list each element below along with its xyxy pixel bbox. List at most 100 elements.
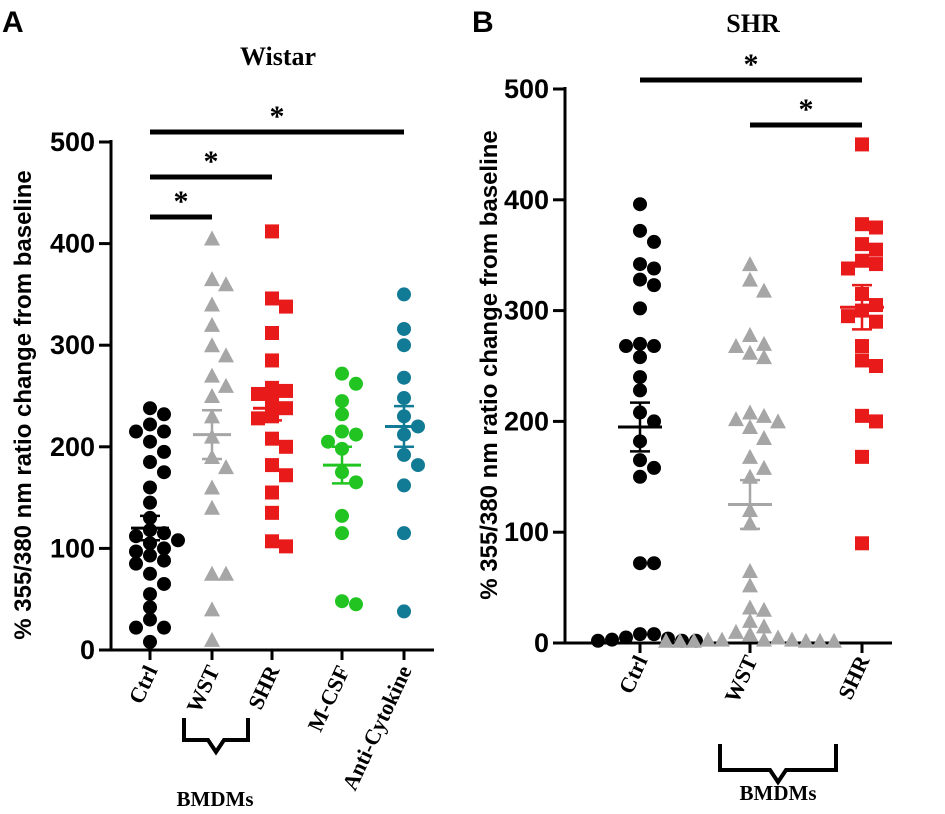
panel-a-shr-point-1 (265, 291, 279, 306)
panel-b-wst-point-8 (742, 404, 758, 420)
panel-b-group-label: BMDMs (740, 781, 817, 805)
panel-b-title: SHR (726, 9, 780, 38)
panel-b-shr-point-16 (855, 408, 869, 423)
panel-a-anti-cytokine-point-10 (397, 478, 411, 493)
panel-a-shr-point-4 (265, 353, 279, 368)
panel-a-ctrl-point-15 (171, 533, 185, 548)
panel-b-shr-point-2 (869, 220, 883, 235)
panel-a-significance-star-1: * (204, 145, 219, 178)
panel-a-m-csf-point-13 (349, 597, 363, 612)
panel-b-shr-point-4 (869, 242, 883, 257)
panel-b-wst-point-24 (756, 618, 772, 634)
panel-a-wst-point-3 (204, 296, 220, 312)
panel-a-m-csf-point-12 (335, 594, 349, 609)
panel-b-ctrl-point-5 (633, 272, 647, 287)
panel-a-shr-point-11 (251, 411, 265, 426)
panel-b-shr-point-14 (855, 353, 869, 368)
panel-a-anti-cytokine-point-1 (397, 321, 411, 336)
panel-b-wst-point-19 (742, 562, 758, 578)
panel-a-shr-point-17 (265, 505, 279, 520)
panel-b-wst-point-32 (798, 632, 814, 648)
panel-a-anti-cytokine-point-2 (397, 338, 411, 353)
panel-a-shr-point-12 (265, 431, 279, 446)
panel-a-shr-point-19 (279, 539, 293, 554)
panel-a-m-csf-point-2 (335, 394, 349, 409)
panel-b-y-tick-label-400: 400 (504, 185, 549, 215)
panel-b-shr-point-18 (855, 449, 869, 464)
panel-b-category-label-wst: WST (719, 651, 762, 706)
panel-a-anti-cytokine-point-4 (397, 391, 411, 406)
panel-a-wst-point-19 (204, 631, 220, 647)
panel-b-ctrl-point-1 (633, 223, 647, 238)
panel-a-ctrl-point-4 (129, 424, 143, 439)
panel-b-wst-point-1 (742, 271, 758, 287)
panel-b-wst-point-33 (686, 632, 702, 648)
panel-a-wst-point-8 (218, 377, 234, 393)
panel-a-y-tick-label-100: 100 (50, 533, 95, 563)
panel-b-shr-point-15 (869, 359, 883, 373)
panel-a-title: Wistar (240, 42, 316, 71)
panel-a-wst-point-13 (218, 459, 234, 475)
panel-b-ctrl-series (591, 197, 703, 648)
panel-b-shr-point-17 (869, 414, 883, 429)
panel-a-ctrl-point-21 (129, 556, 143, 571)
panel-a-y-tick-label-500: 500 (50, 127, 95, 157)
panel-b-ctrl-point-18 (647, 460, 661, 475)
panel-a-shr-point-16 (265, 485, 279, 500)
panel-b-wst-point-35 (672, 632, 688, 648)
panel-a-m-csf-point-3 (335, 407, 349, 422)
panel-b-wst-point-5 (728, 338, 744, 354)
panel-a-wst-point-18 (204, 601, 220, 617)
panel-b-wst-point-21 (742, 599, 758, 615)
panel-b-shr-point-6 (869, 257, 883, 272)
panel-a-category-label-wst: WST (181, 661, 224, 716)
panel-b-shr-point-1 (855, 217, 869, 232)
panel-b-shr-point-11 (841, 309, 855, 324)
panel-b-ctrl-point-20 (633, 556, 647, 571)
panel-b-shr-point-12 (869, 314, 883, 329)
panel-a-anti-cytokine-point-12 (397, 604, 411, 619)
panel-b-plot: 0 100 200 300 400 500 Ctrl WST SHR * * (504, 48, 892, 786)
panel-b-ctrl-point-28 (591, 633, 605, 648)
panel-a-shr-point-6 (279, 383, 293, 398)
panel-b-significance-star-0: * (744, 48, 759, 81)
panel-a-group-label: BMDMs (177, 787, 254, 811)
panel-a-ctrl-point-2 (143, 417, 157, 432)
panel-a-wst-point-15 (204, 499, 220, 515)
panel-b-wst-point-28 (756, 631, 772, 647)
panel-a-m-csf-point-11 (335, 526, 349, 541)
panel-b-ctrl-point-13 (633, 383, 647, 398)
panel-a-m-csf-point-4 (335, 424, 349, 439)
panel-a-anti-cytokine-series (385, 287, 425, 619)
panel-a-wst-point-9 (204, 388, 220, 403)
panel-a-anti-cytokine-point-8 (397, 447, 411, 462)
panel-a-shr-point-0 (265, 224, 279, 239)
panel-b-ctrl-point-0 (633, 197, 647, 212)
panel-a-m-csf-point-5 (349, 427, 363, 442)
panel-b-ctrl-point-23 (647, 627, 661, 642)
panel-b-ctrl-point-7 (633, 301, 647, 316)
panel-b-ctrl-point-19 (633, 469, 647, 484)
panel-b-wst-point-25 (728, 623, 744, 639)
panel-a-m-csf-point-9 (349, 475, 363, 490)
panel-a-m-csf-point-6 (321, 434, 335, 449)
panel-a-shr-point-2 (279, 299, 293, 314)
panel-a-ctrl-series (129, 401, 185, 649)
panel-a-group-brace (182, 718, 250, 756)
panel-a-wst-point-17 (218, 565, 234, 581)
panel-a-ctrl-point-22 (143, 566, 157, 581)
panel-a-ctrl-point-18 (129, 544, 143, 559)
panel-a-ctrl-point-29 (143, 634, 157, 649)
panel-b-ctrl-point-26 (605, 632, 619, 647)
panel-b-shr-point-5 (855, 253, 869, 268)
panel-a-anti-cytokine-point-3 (397, 370, 411, 385)
panel-a-y-tick-label-0: 0 (80, 635, 95, 665)
panel-b-shr-point-3 (855, 237, 869, 252)
panel-a-ctrl-point-13 (157, 526, 171, 541)
panel-b-wst-point-29 (714, 631, 730, 647)
panel-b-wst-point-15 (756, 459, 772, 475)
panel-b-shr-point-13 (855, 339, 869, 354)
panel-b-ctrl-point-3 (633, 257, 647, 272)
panel-a-shr-point-14 (265, 458, 279, 473)
panel-b-ctrl-point-11 (633, 350, 647, 365)
